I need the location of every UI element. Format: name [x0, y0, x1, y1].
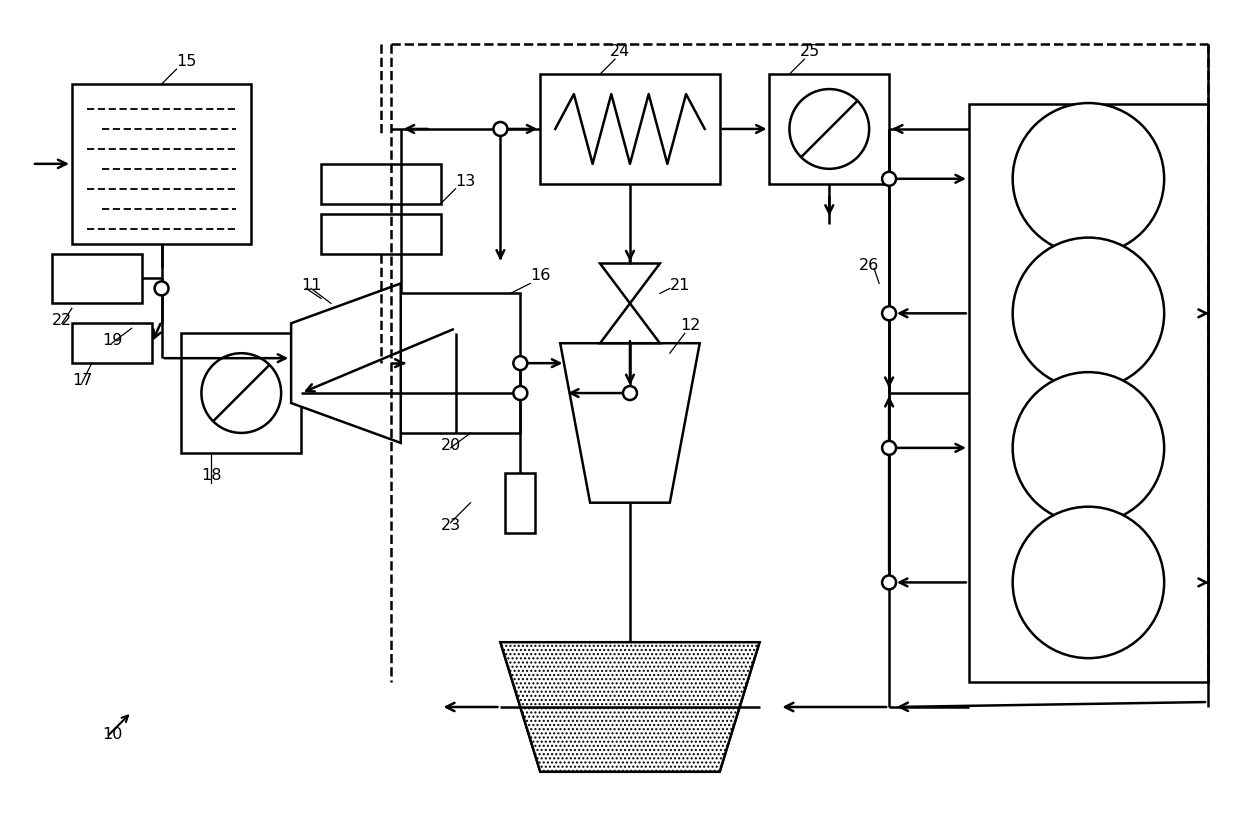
Text: 21: 21: [670, 278, 691, 294]
Bar: [968, 104, 1208, 682]
Text: 23: 23: [440, 518, 461, 532]
Bar: [181, 333, 301, 453]
Text: 26: 26: [859, 258, 879, 273]
Circle shape: [1013, 507, 1164, 658]
Circle shape: [790, 89, 869, 169]
Text: 19: 19: [102, 333, 122, 348]
Polygon shape: [560, 343, 699, 503]
Circle shape: [622, 386, 637, 400]
Bar: [321, 164, 440, 204]
Text: 13: 13: [455, 174, 476, 188]
Circle shape: [882, 172, 897, 186]
Circle shape: [513, 386, 527, 400]
Text: 20: 20: [440, 438, 461, 453]
Polygon shape: [501, 642, 760, 772]
Circle shape: [513, 356, 527, 370]
Bar: [541, 74, 719, 184]
Polygon shape: [291, 283, 401, 443]
Circle shape: [882, 441, 897, 455]
Polygon shape: [600, 304, 660, 343]
Bar: [506, 472, 536, 532]
Circle shape: [882, 575, 897, 589]
Bar: [52, 253, 141, 304]
Text: 24: 24: [610, 44, 630, 59]
Bar: [770, 74, 889, 184]
Polygon shape: [501, 642, 760, 772]
Bar: [72, 84, 252, 244]
Polygon shape: [600, 263, 660, 304]
Text: 17: 17: [72, 373, 92, 388]
Text: 18: 18: [201, 467, 222, 483]
Circle shape: [1013, 103, 1164, 254]
Circle shape: [1013, 238, 1164, 389]
Circle shape: [155, 281, 169, 295]
Circle shape: [882, 306, 897, 320]
Text: 10: 10: [102, 727, 122, 742]
Text: 12: 12: [680, 319, 701, 333]
Circle shape: [494, 122, 507, 136]
Bar: [72, 323, 151, 363]
Text: 15: 15: [176, 54, 197, 69]
Circle shape: [201, 353, 281, 433]
Bar: [391, 294, 521, 433]
Bar: [321, 214, 440, 253]
Text: 16: 16: [531, 268, 551, 283]
Text: 25: 25: [800, 44, 820, 59]
Text: 11: 11: [301, 278, 321, 294]
Circle shape: [1013, 372, 1164, 523]
Text: 22: 22: [52, 314, 72, 328]
